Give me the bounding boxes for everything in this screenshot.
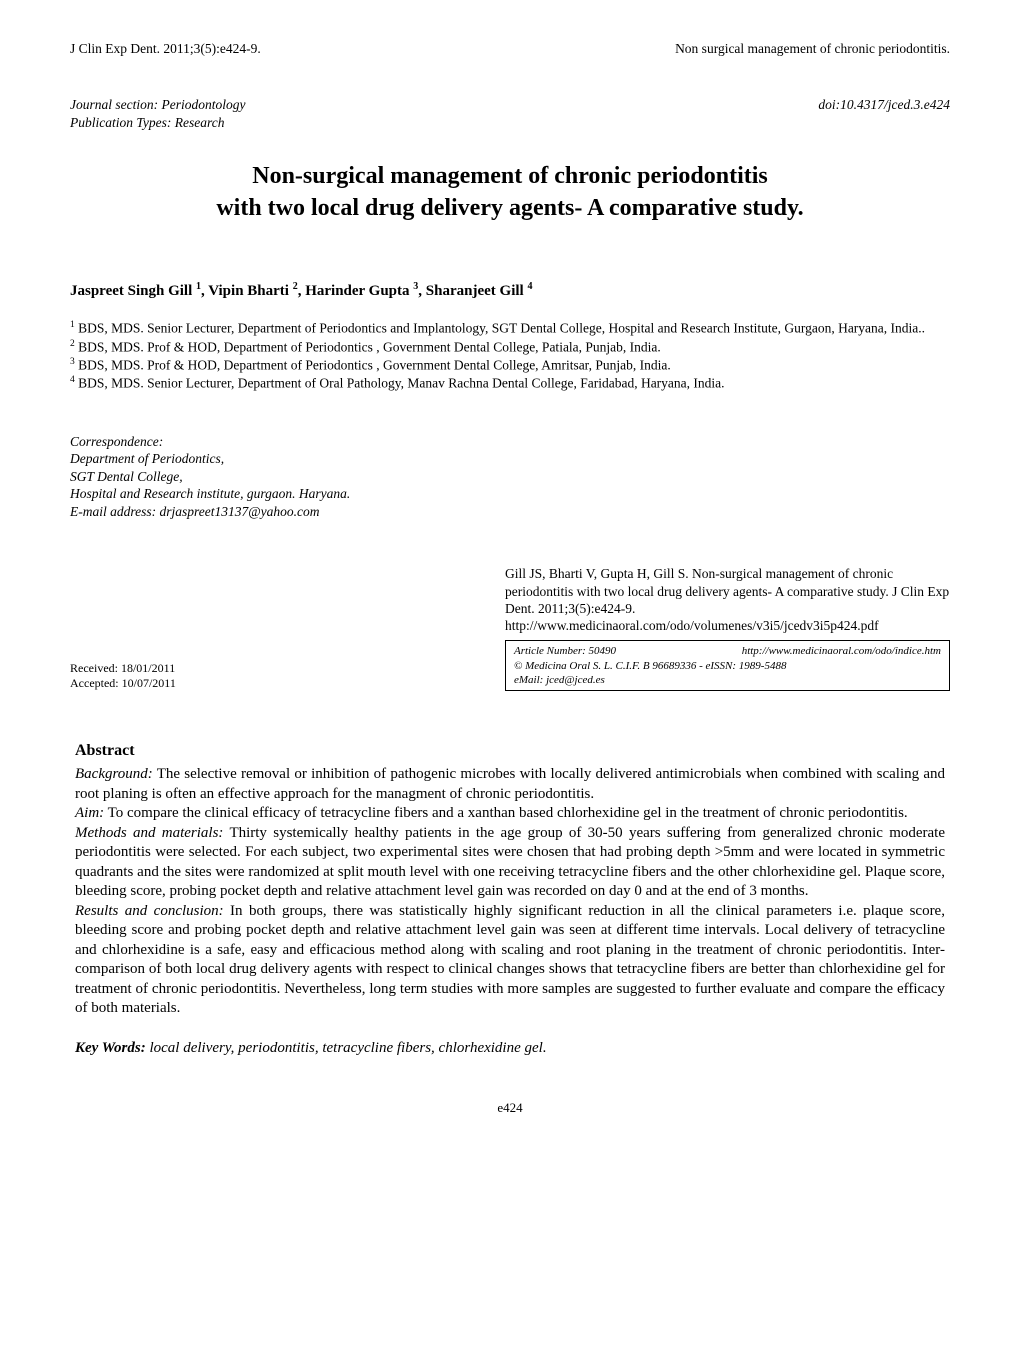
background-head: Background: <box>75 766 153 782</box>
title-line-1: Non-surgical management of chronic perio… <box>252 163 768 189</box>
keywords-head: Key Words: <box>75 1040 146 1056</box>
journal-meta: Journal section: Periodontology doi:10.4… <box>70 96 950 132</box>
journal-email: eMail: jced@jced.es <box>514 673 941 687</box>
affiliations: 1 BDS, MDS. Senior Lecturer, Department … <box>70 319 950 392</box>
correspondence-line-1: Department of Periodontics, <box>70 450 950 468</box>
title-line-2: with two local drug delivery agents- A c… <box>216 195 803 221</box>
keywords-text: local delivery, periodontitis, tetracycl… <box>146 1040 547 1056</box>
authors-list: Jaspreet Singh Gill 1, Vipin Bharti 2, H… <box>70 280 950 302</box>
copyright-line: © Medicina Oral S. L. C.I.F. B 96689336 … <box>514 659 941 673</box>
doi: doi:10.4317/jced.3.e424 <box>818 96 950 114</box>
aim-text: To compare the clinical efficacy of tetr… <box>104 805 908 821</box>
received-date: Received: 18/01/2011 <box>70 661 176 676</box>
citation-block: Gill JS, Bharti V, Gupta H, Gill S. Non-… <box>505 565 950 691</box>
mid-row: Received: 18/01/2011 Accepted: 10/07/201… <box>70 565 950 691</box>
aff-2-text: BDS, MDS. Prof & HOD, Department of Peri… <box>75 339 661 354</box>
correspondence: Correspondence: Department of Periodonti… <box>70 433 950 521</box>
author-4-sup: 4 <box>527 281 532 292</box>
author-1: Jaspreet Singh Gill <box>70 283 192 299</box>
aff-4-text: BDS, MDS. Senior Lecturer, Department of… <box>75 376 725 391</box>
article-title: Non-surgical management of chronic perio… <box>70 160 950 225</box>
author-sep-3: , <box>418 283 426 299</box>
methods-head: Methods and materials: <box>75 825 223 841</box>
abstract-heading: Abstract <box>70 741 950 762</box>
results-head: Results and conclusion: <box>75 903 224 919</box>
correspondence-line-4: E-mail address: drjaspreet13137@yahoo.co… <box>70 503 950 521</box>
header-left: J Clin Exp Dent. 2011;3(5):e424-9. <box>70 40 261 58</box>
aff-3-text: BDS, MDS. Prof & HOD, Department of Peri… <box>75 357 671 372</box>
abstract-body: Background: The selective removal or inh… <box>70 765 950 1019</box>
author-2: Vipin Bharti <box>208 283 289 299</box>
affiliation-3: 3 BDS, MDS. Prof & HOD, Department of Pe… <box>70 356 950 374</box>
correspondence-line-2: SGT Dental College, <box>70 468 950 486</box>
article-number: Article Number: 50490 <box>514 644 616 658</box>
citation-text: Gill JS, Bharti V, Gupta H, Gill S. Non-… <box>505 565 950 617</box>
page-number: e424 <box>70 1100 950 1117</box>
correspondence-line-3: Hospital and Research institute, gurgaon… <box>70 485 950 503</box>
aim-head: Aim: <box>75 805 104 821</box>
article-info-box: Article Number: 50490 http://www.medicin… <box>505 640 950 691</box>
correspondence-head: Correspondence: <box>70 433 950 451</box>
indice-url: http://www.medicinaoral.com/odo/indice.h… <box>742 644 941 658</box>
aff-1-text: BDS, MDS. Senior Lecturer, Department of… <box>75 321 925 336</box>
dates-block: Received: 18/01/2011 Accepted: 10/07/201… <box>70 661 176 691</box>
citation-url: http://www.medicinaoral.com/odo/volumene… <box>505 617 950 634</box>
header-right: Non surgical management of chronic perio… <box>675 40 950 58</box>
affiliation-2: 2 BDS, MDS. Prof & HOD, Department of Pe… <box>70 338 950 356</box>
journal-section: Journal section: Periodontology <box>70 96 245 114</box>
author-4: Sharanjeet Gill <box>426 283 524 299</box>
affiliation-1: 1 BDS, MDS. Senior Lecturer, Department … <box>70 319 950 337</box>
publication-type: Publication Types: Research <box>70 114 950 132</box>
results-text: In both groups, there was statistically … <box>75 903 945 1017</box>
page-header: J Clin Exp Dent. 2011;3(5):e424-9. Non s… <box>70 40 950 58</box>
affiliation-4: 4 BDS, MDS. Senior Lecturer, Department … <box>70 374 950 392</box>
accepted-date: Accepted: 10/07/2011 <box>70 676 176 691</box>
author-3: Harinder Gupta <box>305 283 409 299</box>
keywords: Key Words: local delivery, periodontitis… <box>70 1039 950 1059</box>
background-text: The selective removal or inhibition of p… <box>75 766 945 802</box>
